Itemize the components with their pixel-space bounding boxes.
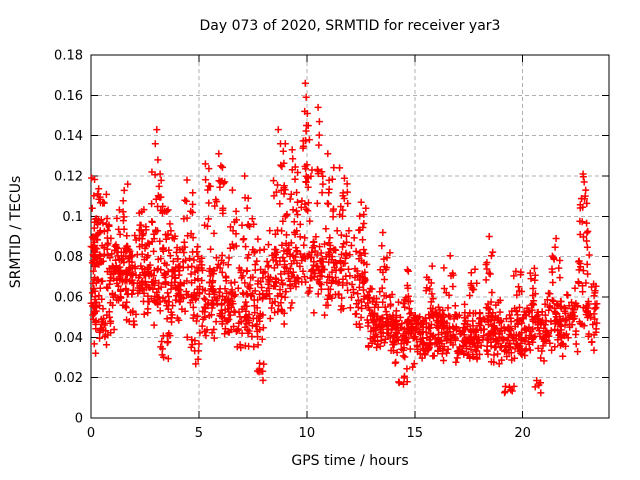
y-tick-label: 0 bbox=[75, 412, 83, 427]
y-tick-label: 0.04 bbox=[54, 331, 83, 346]
chart-title: Day 073 of 2020, SRMTID for receiver yar… bbox=[199, 18, 501, 34]
y-tick-label: 0.16 bbox=[54, 89, 83, 104]
y-tick-label: 0.12 bbox=[54, 170, 83, 185]
y-tick-label: 0.06 bbox=[54, 291, 83, 306]
x-tick-label: 5 bbox=[195, 426, 203, 441]
x-tick-labels: 0 5 10 15 20 bbox=[87, 426, 531, 441]
y-tick-label: 0.02 bbox=[54, 371, 83, 386]
x-tick-label: 10 bbox=[299, 426, 316, 441]
x-axis-label: GPS time / hours bbox=[291, 453, 409, 469]
y-tick-labels: 0 0.02 0.04 0.06 0.08 0.1 0.12 0.14 0.16 0.18 bbox=[54, 49, 83, 427]
y-tick-label: 0.18 bbox=[54, 49, 83, 64]
y-tick-label: 0.1 bbox=[62, 210, 83, 225]
y-tick-label: 0.08 bbox=[54, 250, 83, 265]
y-axis-label: SRMTID / TECUs bbox=[8, 175, 24, 289]
x-tick-label: 15 bbox=[406, 426, 423, 441]
x-tick-label: 0 bbox=[87, 426, 95, 441]
x-tick-label: 20 bbox=[514, 426, 531, 441]
y-tick-label: 0.14 bbox=[54, 129, 83, 144]
data-points bbox=[87, 79, 601, 397]
